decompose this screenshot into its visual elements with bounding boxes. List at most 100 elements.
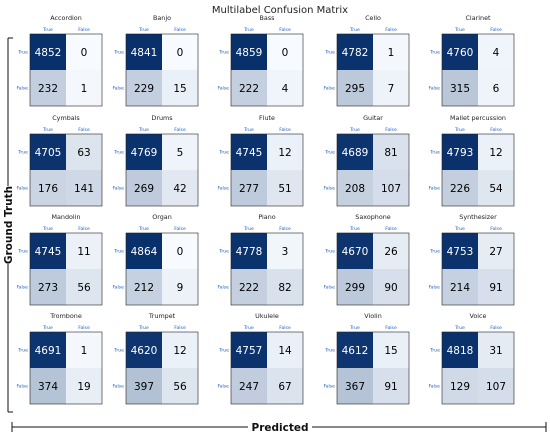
- cell-value: 4691: [35, 345, 62, 357]
- matrix-frame: [336, 33, 410, 107]
- x-tick-label: False: [279, 127, 291, 133]
- matrix-cell: [231, 269, 267, 305]
- x-tick-label: True: [138, 325, 149, 331]
- cell-value: 4705: [35, 147, 62, 159]
- matrix-frame: [441, 133, 515, 207]
- matrix-cell: [66, 134, 102, 170]
- cell-value: 4689: [342, 147, 369, 159]
- matrix-cell: [442, 368, 478, 404]
- matrix-cell: [162, 233, 198, 269]
- panel-title: Piano: [258, 213, 275, 221]
- panel-trumpet: Trumpet True True False False 4620 12 397 56: [112, 312, 199, 405]
- matrix-cell: [30, 34, 66, 70]
- y-axis-label: Ground Truth: [3, 186, 15, 264]
- y-tick-label: True: [324, 249, 335, 255]
- cell-value: 273: [38, 282, 58, 294]
- cell-value: 5: [177, 147, 184, 159]
- cell-value: 14: [278, 345, 292, 357]
- matrix-frame: [29, 232, 103, 306]
- cell-value: 222: [239, 83, 259, 95]
- cell-value: 222: [239, 282, 259, 294]
- cell-value: 4818: [447, 345, 474, 357]
- matrix-cell: [478, 34, 514, 70]
- matrix-cell: [267, 332, 303, 368]
- cell-value: 42: [173, 183, 186, 195]
- matrix-cell: [373, 269, 409, 305]
- x-tick-label: True: [138, 127, 149, 133]
- matrix-cell: [162, 134, 198, 170]
- y-tick-label: True: [218, 348, 229, 354]
- matrix-cell: [231, 70, 267, 106]
- cell-value: 107: [381, 183, 401, 195]
- ground-truth-label-bg: [3, 186, 13, 264]
- matrix-frame: [230, 133, 304, 207]
- cell-value: 90: [384, 282, 397, 294]
- panels-grid: Accordion True True False False 4852 0 232 1 Banj…: [16, 14, 515, 405]
- x-tick-label: True: [243, 226, 254, 232]
- matrix-cell: [267, 170, 303, 206]
- cell-value: 141: [74, 183, 94, 195]
- matrix-cell: [30, 170, 66, 206]
- y-tick-label: True: [429, 150, 440, 156]
- cell-value: 56: [77, 282, 91, 294]
- panel-title: Trumpet: [148, 312, 176, 320]
- matrix-frame: [230, 331, 304, 405]
- y-tick-label: False: [428, 285, 440, 291]
- cell-value: 15: [384, 345, 397, 357]
- cell-value: 232: [38, 83, 58, 95]
- matrix-frame: [125, 133, 199, 207]
- x-tick-label: False: [279, 27, 291, 33]
- matrix-cell: [337, 134, 373, 170]
- y-tick-label: True: [324, 150, 335, 156]
- panel-title: Trombone: [49, 312, 82, 320]
- cell-value: 4: [282, 83, 289, 95]
- x-tick-label: False: [385, 226, 397, 232]
- matrix-cell: [478, 170, 514, 206]
- panel-title: Cymbals: [52, 114, 80, 122]
- cell-value: 4620: [131, 345, 158, 357]
- x-tick-label: False: [279, 226, 291, 232]
- x-tick-label: True: [42, 27, 53, 33]
- x-tick-label: True: [349, 325, 360, 331]
- matrix-cell: [478, 70, 514, 106]
- cell-value: 4745: [35, 246, 62, 258]
- y-tick-label: False: [217, 86, 229, 92]
- cell-value: 4769: [131, 147, 158, 159]
- y-tick-label: True: [113, 50, 124, 56]
- x-tick-label: False: [490, 127, 502, 133]
- y-tick-label: True: [17, 249, 28, 255]
- cell-value: 269: [134, 183, 154, 195]
- cell-value: 12: [173, 345, 186, 357]
- x-tick-label: True: [349, 127, 360, 133]
- cell-value: 54: [489, 183, 503, 195]
- matrix-cell: [337, 170, 373, 206]
- cell-value: 4745: [236, 147, 263, 159]
- matrix-cell: [373, 233, 409, 269]
- matrix-cell: [66, 34, 102, 70]
- cell-value: 4859: [236, 47, 263, 59]
- panel-title: Bass: [260, 14, 276, 22]
- cell-value: 11: [77, 246, 90, 258]
- matrix-cell: [66, 368, 102, 404]
- matrix-frame: [125, 331, 199, 405]
- matrix-cell: [442, 70, 478, 106]
- cell-value: 56: [173, 381, 187, 393]
- cell-value: 9: [177, 282, 184, 294]
- cell-value: 1: [388, 47, 395, 59]
- x-tick-label: True: [454, 127, 465, 133]
- cell-value: 91: [489, 282, 502, 294]
- cell-value: 19: [77, 381, 90, 393]
- matrix-cell: [126, 34, 162, 70]
- matrix-frame: [230, 232, 304, 306]
- matrix-frame: [336, 133, 410, 207]
- panel-mandolin: Mandolin True True False False 4745 11 273 56: [16, 213, 103, 306]
- y-tick-label: True: [429, 249, 440, 255]
- cell-value: 397: [134, 381, 154, 393]
- cell-value: 15: [173, 83, 186, 95]
- matrix-cell: [373, 34, 409, 70]
- matrix-cell: [442, 332, 478, 368]
- x-tick-label: True: [42, 127, 53, 133]
- cell-value: 81: [384, 147, 397, 159]
- y-tick-label: True: [218, 249, 229, 255]
